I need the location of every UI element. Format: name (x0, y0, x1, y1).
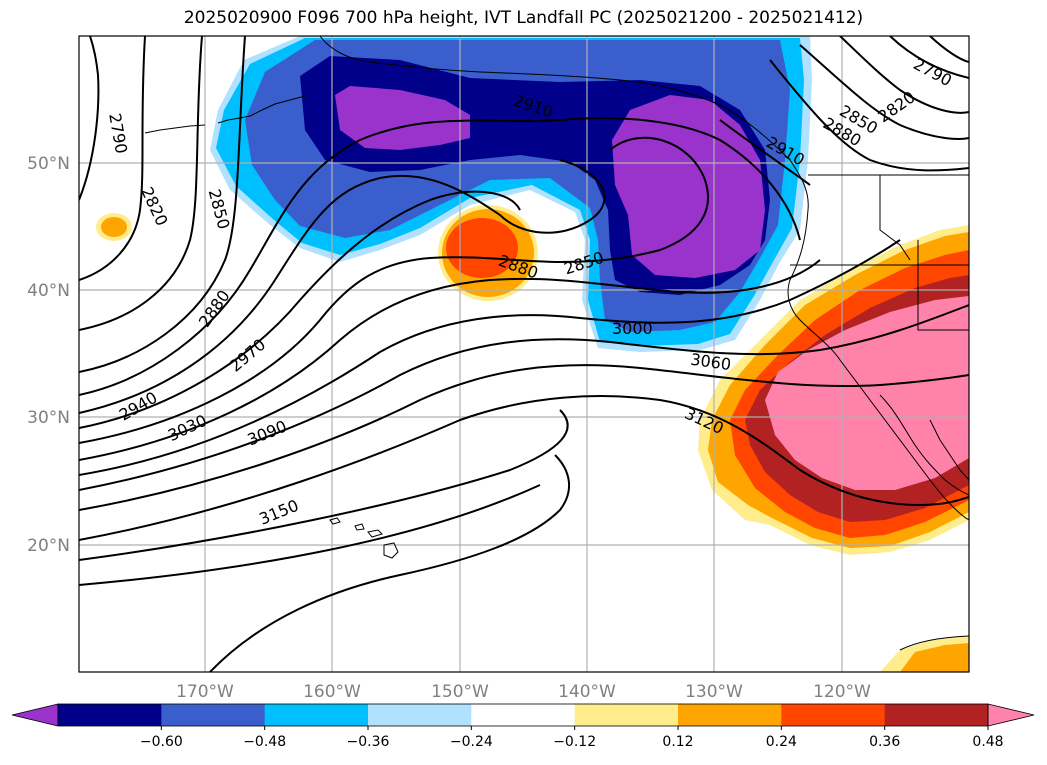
positive-ivt-region (96, 205, 969, 672)
lon-tick-label: 170°W (176, 682, 234, 702)
colorbar-segment (781, 704, 886, 726)
lat-tick-label: 40°N (27, 281, 70, 301)
colorbar-extend-low (11, 703, 59, 727)
colorbar-segment (368, 704, 472, 726)
lat-tick-label: 30°N (27, 408, 70, 428)
lon-tick-label: 150°W (431, 682, 489, 702)
colorbar-segment (58, 704, 162, 726)
height-contours (79, 36, 969, 672)
lat-tick-label: 50°N (27, 154, 70, 174)
map-frame (78, 35, 970, 673)
colorbar-segment (884, 704, 989, 726)
colorbar-segment (161, 704, 266, 726)
colorbar-tick-label: −0.12 (553, 734, 596, 750)
graticule (79, 36, 969, 672)
colorbar-tick-label: 0.24 (766, 734, 797, 750)
colorbar-extend-high (987, 703, 1035, 727)
map-title: 2025020900 F096 700 hPa height, IVT Land… (183, 8, 864, 28)
coastlines (144, 36, 969, 651)
longitude-tick-labels: 170°W 160°W 150°W 140°W 130°W 120°W (176, 682, 871, 702)
lat-tick-label: 20°N (27, 536, 70, 556)
lon-tick-label: 140°W (558, 682, 616, 702)
colorbar-tick-label: 0.36 (869, 734, 900, 750)
colorbar-tick-label: −0.60 (140, 734, 183, 750)
colorbar-tick-label: −0.24 (450, 734, 493, 750)
lon-tick-label: 130°W (685, 682, 743, 702)
colorbar-tick-label: −0.36 (347, 734, 390, 750)
lon-tick-label: 160°W (303, 682, 361, 702)
negative-ivt-region (210, 36, 812, 352)
colorbar-tick-label: 0.48 (972, 734, 1003, 750)
colorbar-segment (574, 704, 679, 726)
colorbar-tick-label: −0.48 (243, 734, 286, 750)
colorbar-segment (678, 704, 782, 726)
colorbar-tick-label: 0.12 (662, 734, 693, 750)
lon-tick-label: 120°W (813, 682, 871, 702)
contour-label: 3000 (612, 319, 653, 338)
colorbar-segment (471, 704, 576, 726)
colorbar: −0.60 −0.48 −0.36 −0.24 −0.12 0.12 0.24 0.36 0.4… (11, 703, 1035, 750)
colorbar-outline (57, 703, 989, 727)
colorbar-segment (264, 704, 369, 726)
latitude-tick-labels: 50°N 40°N 30°N 20°N (27, 154, 70, 556)
